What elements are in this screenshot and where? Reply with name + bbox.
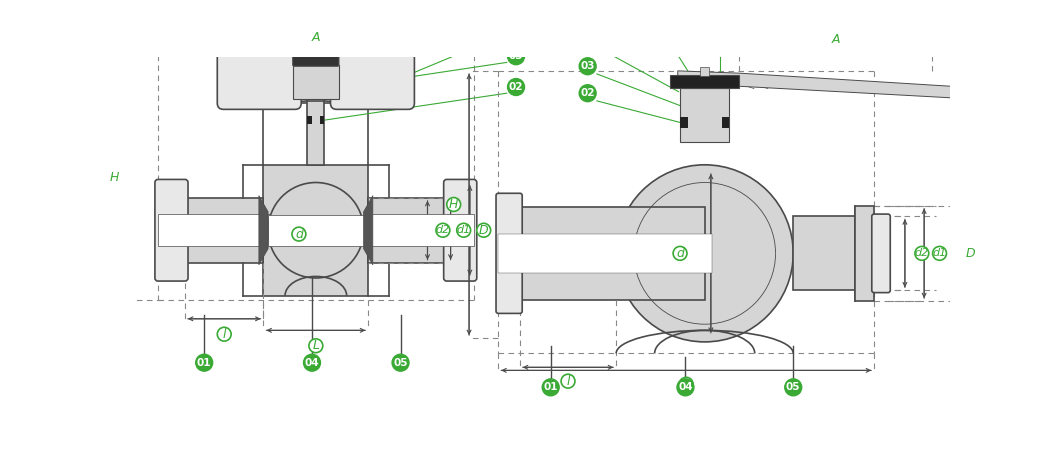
Circle shape	[477, 223, 491, 237]
Text: d2: d2	[436, 225, 450, 235]
Text: H: H	[449, 198, 458, 211]
Bar	[268, 215, 364, 246]
Bar	[855, 206, 874, 301]
Circle shape	[508, 19, 525, 36]
Text: d2: d2	[915, 248, 929, 258]
Text: d: d	[676, 247, 683, 260]
Bar	[794, 217, 855, 290]
Text: d1: d1	[932, 248, 947, 258]
FancyBboxPatch shape	[330, 47, 415, 109]
Circle shape	[508, 0, 525, 9]
Circle shape	[579, 31, 596, 48]
Circle shape	[292, 227, 306, 241]
Circle shape	[309, 31, 323, 45]
Text: D: D	[966, 247, 975, 260]
FancyBboxPatch shape	[217, 47, 302, 109]
Circle shape	[644, 9, 661, 26]
Polygon shape	[364, 196, 372, 265]
Bar	[368, 198, 446, 263]
Circle shape	[915, 247, 929, 260]
Circle shape	[268, 182, 364, 278]
Bar	[680, 117, 688, 128]
Circle shape	[579, 85, 596, 102]
Text: 07: 07	[509, 23, 524, 33]
Circle shape	[196, 354, 213, 371]
Circle shape	[508, 48, 525, 65]
Circle shape	[304, 354, 321, 371]
Text: L: L	[682, 378, 690, 391]
Text: l: l	[566, 375, 570, 388]
Circle shape	[309, 339, 323, 352]
Circle shape	[217, 327, 231, 341]
Text: 05: 05	[394, 358, 407, 368]
Circle shape	[107, 170, 121, 184]
Text: 01: 01	[197, 358, 212, 368]
Circle shape	[679, 377, 693, 391]
FancyBboxPatch shape	[872, 214, 890, 293]
Text: 04: 04	[305, 358, 320, 368]
Bar	[263, 165, 368, 296]
Text: D: D	[479, 224, 489, 237]
Circle shape	[457, 223, 471, 237]
Text: 05: 05	[786, 382, 801, 392]
Circle shape	[508, 78, 525, 95]
Text: 06: 06	[509, 0, 524, 6]
Bar	[368, 214, 474, 247]
Circle shape	[726, 9, 743, 26]
FancyBboxPatch shape	[293, 53, 339, 66]
Circle shape	[446, 198, 460, 211]
Circle shape	[579, 58, 596, 75]
Text: 03: 03	[581, 61, 595, 71]
Circle shape	[616, 165, 794, 342]
Bar	[498, 234, 712, 273]
Polygon shape	[259, 196, 268, 265]
Text: 01: 01	[544, 382, 558, 392]
Bar	[158, 214, 289, 247]
Circle shape	[677, 379, 694, 396]
Circle shape	[543, 379, 560, 396]
Text: 03: 03	[509, 51, 524, 61]
Text: 08: 08	[581, 34, 595, 44]
Bar	[293, 65, 339, 99]
Text: d1: d1	[457, 225, 471, 235]
Bar	[185, 198, 263, 263]
Bar	[308, 116, 312, 124]
FancyBboxPatch shape	[154, 180, 188, 281]
Circle shape	[393, 354, 409, 371]
Bar	[700, 67, 709, 76]
Circle shape	[964, 247, 978, 260]
Bar	[320, 116, 325, 124]
Text: L: L	[312, 339, 320, 352]
Text: H: H	[109, 171, 118, 184]
Polygon shape	[678, 71, 970, 102]
Bar	[519, 207, 705, 300]
Circle shape	[673, 247, 687, 260]
Text: 07: 07	[645, 12, 659, 22]
Bar	[670, 75, 740, 88]
Bar	[308, 101, 325, 165]
Text: d: d	[295, 228, 303, 241]
FancyBboxPatch shape	[443, 180, 477, 281]
Text: 04: 04	[678, 382, 693, 392]
Polygon shape	[951, 86, 970, 119]
Text: A: A	[832, 33, 840, 46]
Text: 02: 02	[509, 82, 524, 92]
Bar	[680, 88, 729, 142]
Text: l: l	[222, 328, 226, 341]
Text: 02: 02	[581, 88, 595, 98]
Circle shape	[436, 223, 450, 237]
Bar	[722, 117, 729, 128]
Text: 06: 06	[727, 12, 742, 22]
Circle shape	[785, 379, 802, 396]
Circle shape	[932, 247, 947, 260]
Text: A: A	[312, 31, 321, 44]
Circle shape	[561, 374, 574, 388]
FancyBboxPatch shape	[496, 193, 523, 314]
Circle shape	[828, 32, 842, 46]
